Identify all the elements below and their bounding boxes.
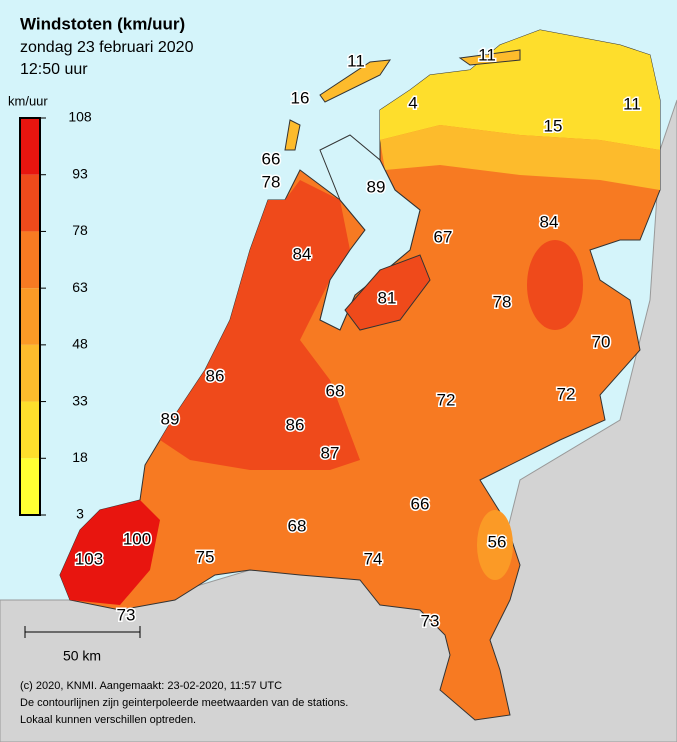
footer-line: De contourlijnen zijn geinterpoleerde me…	[20, 697, 348, 709]
station-value: 11	[347, 51, 365, 70]
legend-tick-label: 18	[72, 449, 88, 465]
legend-tick-label: 108	[68, 109, 92, 125]
station-value: 100	[123, 529, 151, 548]
legend-band	[20, 344, 40, 402]
station-value: 87	[321, 443, 340, 462]
station-value: 78	[262, 172, 281, 191]
legend-band	[20, 458, 40, 515]
station-value: 72	[437, 390, 456, 409]
station-value: 68	[326, 381, 345, 400]
contour-red-east	[527, 240, 583, 330]
station-value: 78	[493, 292, 512, 311]
station-value: 86	[206, 366, 225, 385]
legend-band	[20, 401, 40, 459]
legend-band	[20, 174, 40, 232]
station-value: 75	[196, 547, 215, 566]
contour-red	[160, 180, 360, 470]
legend-tick-label: 93	[72, 165, 88, 181]
station-value: 89	[367, 177, 386, 196]
station-value: 84	[293, 244, 312, 263]
map-title: Windstoten (km/uur)	[20, 14, 185, 33]
station-value: 73	[117, 605, 136, 624]
station-value: 103	[75, 549, 103, 568]
station-value: 81	[378, 288, 397, 307]
station-value: 70	[592, 332, 611, 351]
contour-red-south	[60, 500, 160, 605]
footer-line: Lokaal kunnen verschillen optreden.	[20, 714, 196, 726]
legend-tick-label: 3	[76, 506, 84, 522]
scale-label: 50 km	[63, 648, 101, 664]
station-value: 16	[291, 88, 310, 107]
station-value: 74	[364, 549, 383, 568]
legend-band	[20, 118, 40, 175]
station-value: 73	[421, 611, 440, 630]
legend-tick-label: 63	[72, 279, 88, 295]
wadden-islands	[284, 49, 521, 151]
station-value: 15	[544, 116, 563, 135]
legend-tick-label: 33	[72, 392, 88, 408]
station-value: 11	[478, 45, 496, 64]
map-date: zondag 23 februari 2020	[20, 39, 194, 56]
station-value: 66	[411, 494, 430, 513]
legend-band	[20, 288, 40, 345]
footer-line: (c) 2020, KNMI. Aangemaakt: 23-02-2020, …	[20, 680, 282, 692]
contour-yellow	[380, 30, 660, 150]
station-value: 89	[161, 409, 180, 428]
station-value: 68	[288, 516, 307, 535]
station-value: 11	[623, 94, 641, 113]
station-value: 84	[540, 212, 559, 231]
station-value: 86	[286, 415, 305, 434]
station-value: 72	[557, 384, 576, 403]
map-time: 12:50 uur	[20, 61, 88, 78]
contour-56	[477, 510, 513, 580]
legend-frame	[19, 117, 41, 516]
station-value: 66	[262, 149, 281, 168]
station-value: 56	[488, 532, 507, 551]
legend-band	[20, 231, 40, 289]
contour-orange-light	[380, 125, 660, 190]
station-value: 4	[408, 93, 417, 112]
station-value: 67	[434, 227, 453, 246]
legend-tick-label: 48	[72, 336, 88, 352]
legend-unit: km/uur	[8, 93, 48, 108]
flevoland	[344, 254, 431, 331]
legend-tick-label: 78	[72, 222, 88, 238]
